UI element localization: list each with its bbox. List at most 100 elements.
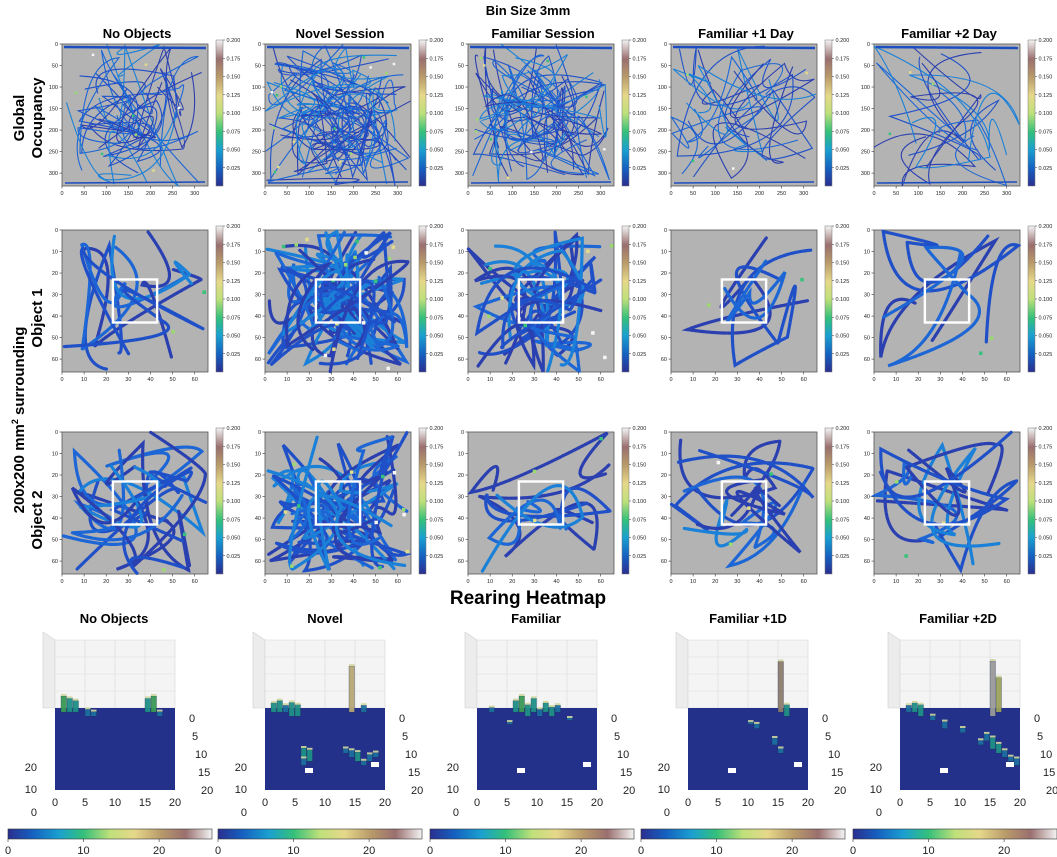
y-tick-label: 100	[658, 85, 667, 91]
x-tick-label: 0	[669, 191, 672, 197]
y-tick-label: 10	[864, 250, 870, 256]
y-tick-label: 30	[864, 495, 870, 501]
colorbar-tick-label: 0.175	[633, 56, 647, 62]
x-tick-label: 150	[936, 191, 945, 197]
row-label-surround-main: 200x200 mm	[11, 424, 28, 513]
trajectory-path	[932, 477, 1022, 574]
rearing-floor	[477, 708, 597, 790]
col-title-1: No Objects	[103, 26, 172, 41]
trajectory-path	[128, 45, 202, 140]
rearing-y-tick: 20	[1046, 785, 1057, 797]
occupancy-hotspot	[339, 160, 342, 164]
x-tick-label: 50	[487, 191, 493, 197]
rearing-bar-top	[555, 703, 561, 706]
rearing-bar-top	[343, 746, 349, 749]
rearing-bar-top	[543, 700, 549, 703]
rearing-bar	[60, 695, 67, 713]
trajectory-path	[875, 468, 1009, 543]
trajectory-path	[142, 55, 199, 168]
rearing-z-tick: 20	[25, 762, 37, 774]
colorbar-tick-label: 0.075	[430, 517, 444, 523]
rearing-bar	[777, 748, 784, 754]
occupancy-hotspot	[100, 152, 104, 156]
y-tick-label: 40	[661, 516, 667, 522]
rearing-x-tick: 0	[685, 797, 691, 809]
occupancy-hotspot	[355, 239, 359, 244]
trajectory-path	[686, 55, 758, 143]
trajectory-path	[911, 45, 982, 169]
rearing-bar-top	[157, 709, 163, 712]
rearing-y-tick: 20	[411, 785, 423, 797]
trajectory-path	[670, 106, 763, 175]
heatmap-panels: 0 50 100 150 200 250 3000501001502002503000.02…	[49, 38, 1052, 585]
colorbar-tick-label: 0.150	[836, 75, 850, 81]
x-tick-label: 60	[598, 377, 604, 383]
rearing-bar	[542, 702, 549, 713]
x-tick-label: 0	[872, 377, 875, 383]
rearing-bar	[488, 707, 495, 713]
occupancy-hotspot	[989, 336, 994, 340]
colorbar-tick-label: 0.150	[836, 463, 850, 469]
x-tick-label: 40	[553, 579, 559, 585]
colorbar	[621, 427, 630, 575]
occupancy-hotspot	[335, 322, 339, 326]
trajectory-path	[938, 119, 1008, 187]
trajectory-path	[301, 90, 372, 186]
rearing-y-tick: 15	[831, 767, 843, 779]
trajectory-path	[873, 45, 991, 169]
trajectory-path	[319, 280, 397, 361]
rearing-col-title-3: Familiar	[511, 611, 561, 626]
y-tick-label: 20	[52, 473, 58, 479]
colorbar-tick-label: 0.050	[430, 148, 444, 154]
rearing-bar-top	[151, 694, 157, 696]
rearing-x-tick: 10	[954, 797, 966, 809]
x-tick-label: 50	[982, 579, 988, 585]
occupancy-hotspot	[273, 170, 277, 174]
colorbar-tick-label: 0.175	[836, 56, 850, 62]
colorbar-tick-label: 0.175	[430, 56, 444, 62]
x-tick-label: 50	[170, 377, 176, 383]
rearing-y-tick: 10	[617, 749, 629, 761]
trajectory-path	[282, 84, 380, 182]
trajectory-path	[531, 68, 600, 177]
rearing-bar	[300, 758, 307, 766]
occupancy-hotspot	[405, 549, 410, 554]
colorbar-tick-label: 0.100	[633, 499, 647, 505]
rearing-y-tick: 15	[1043, 767, 1055, 779]
rearing-colorbar-label: 10	[287, 845, 299, 857]
trajectory-path	[876, 62, 979, 151]
rearing-bar	[977, 740, 984, 746]
x-tick-label: 40	[756, 377, 762, 383]
occupancy-hotspot	[599, 436, 603, 441]
x-tick-label: 40	[756, 579, 762, 585]
heatmap-panel-r2-c1: 0 10 20 30 40 50 60 0 10 20 30 40 50 60 0.025 0.050 0.07…	[52, 224, 240, 383]
x-tick-label: 200	[146, 191, 155, 197]
rearing-x-tick: 15	[349, 797, 361, 809]
heatmap-panel-r1-c4: 0 50 100 150 200 250 300 0 50 100 150 200 250 300 0.02…	[658, 38, 849, 197]
colorbar-tick-label: 0.100	[1039, 111, 1053, 117]
colorbar-tick-label: 0.200	[836, 38, 850, 44]
x-tick-label: 0	[60, 579, 63, 585]
occupancy-hotspot	[272, 126, 276, 130]
y-tick-label: 250	[455, 150, 464, 156]
rearing-colorbar-label: 20	[363, 845, 375, 857]
rearing-panel-5: 0 5 10 15 20 0 5 10 15 20 20 10 0 0 10 20	[850, 631, 1057, 857]
left-wall	[887, 631, 901, 709]
y-tick-label: 0	[461, 42, 464, 48]
occupancy-hotspot	[800, 277, 804, 282]
x-tick-label: 250	[777, 191, 786, 197]
occupancy-hotspot	[479, 56, 483, 60]
trajectory-path	[687, 86, 816, 178]
x-tick-label: 250	[168, 191, 177, 197]
trajectory-path	[701, 84, 806, 179]
object-square	[720, 480, 768, 526]
rearing-bar	[518, 695, 525, 713]
occupancy-hotspot	[270, 91, 274, 94]
rearing-x-tick: 15	[772, 797, 784, 809]
rearing-bar	[989, 737, 996, 750]
occupancy-hotspot	[716, 460, 721, 465]
colorbar-tick-label: 0.200	[836, 224, 850, 230]
occupancy-hotspot	[152, 169, 155, 172]
colorbar-tick-label: 0.150	[1039, 463, 1053, 469]
